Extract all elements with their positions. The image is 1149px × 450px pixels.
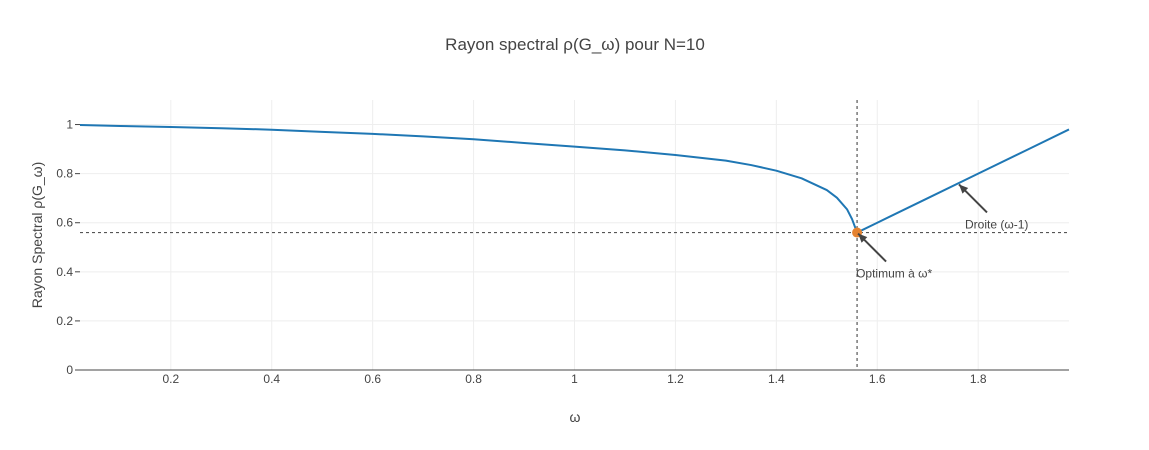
x-axis-title: ω [570, 409, 581, 425]
y-tick-label: 0.6 [56, 216, 73, 230]
y-tick-label: 1 [66, 118, 73, 132]
x-tick-label: 0.6 [364, 372, 381, 386]
y-axis-title: Rayon Spectral ρ(G_ω) [29, 162, 45, 309]
y-tick-label: 0.4 [56, 265, 73, 279]
x-tick-label: 1.4 [768, 372, 785, 386]
x-tick-label: 0.4 [263, 372, 280, 386]
y-tick-label: 0.8 [56, 167, 73, 181]
x-tick-label: 1 [571, 372, 578, 386]
y-tick-label: 0.2 [56, 314, 73, 328]
grid [80, 100, 1069, 370]
x-tick-label: 1.2 [667, 372, 684, 386]
line-slope-annotation: Droite (ω-1) [965, 217, 1028, 231]
x-tick-label: 1.8 [970, 372, 987, 386]
y-tick-label: 0 [66, 363, 73, 377]
chart-title: Rayon spectral ρ(G_ω) pour N=10 [445, 35, 705, 54]
optimum-annotation: Optimum à ω* [856, 267, 932, 281]
x-tick-label: 0.8 [465, 372, 482, 386]
line-slope-arrow-head [959, 184, 969, 194]
optimum-arrow-head [858, 233, 868, 243]
x-tick-labels: 0.2 0.4 0.6 0.8 1 1.2 1.4 1.6 1.8 [162, 372, 986, 386]
y-tick-labels: 0 0.2 0.4 0.6 0.8 1 [56, 118, 80, 377]
x-tick-label: 1.6 [869, 372, 886, 386]
spectral-radius-line [79, 124, 1070, 234]
x-tick-label: 0.2 [162, 372, 179, 386]
annotations: Optimum à ω* Droite (ω-1) [856, 183, 1028, 281]
